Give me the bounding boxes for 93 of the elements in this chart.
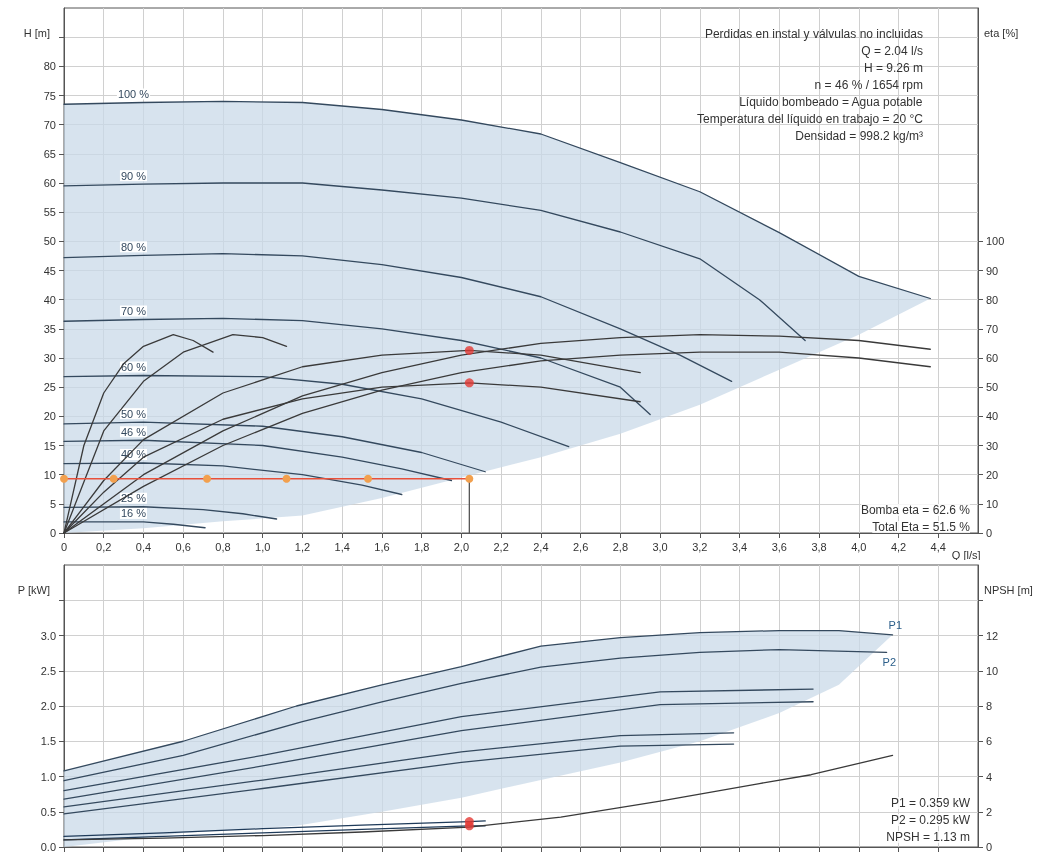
- annotation: Líquido bombeado = Agua potable: [739, 95, 923, 109]
- y-tick-label: 0: [49, 527, 56, 539]
- y2-axis-title: NPSH [m]: [984, 583, 1033, 596]
- annotation: P1 = 0.359 kW: [890, 796, 971, 810]
- y2-tick-label: 30: [986, 439, 999, 452]
- y-tick-label: 50: [43, 235, 56, 248]
- y-tick-label: 0.0: [40, 841, 56, 853]
- annotation: NPSH = 1.13 m: [886, 830, 970, 844]
- x-tick-label: 2,6: [572, 540, 589, 553]
- y-tick-label: 5: [49, 497, 56, 510]
- y2-tick-label: 2: [986, 805, 993, 818]
- y2-tick-label: 20: [986, 468, 999, 481]
- y2-tick-label: 6: [986, 735, 993, 748]
- y2-tick-label: 4: [986, 770, 993, 783]
- x-tick-label: 2,4: [533, 540, 549, 553]
- x-tick-label: 2,8: [612, 540, 628, 553]
- x-tick-label: 3,6: [771, 540, 787, 553]
- y-tick-label: 70: [43, 118, 56, 131]
- y2-tick-label: 0: [986, 527, 993, 539]
- y-tick-label: 40: [43, 293, 56, 306]
- x-tick-label: 4,0: [851, 540, 867, 553]
- y-tick-label: 1.5: [40, 735, 56, 748]
- y-tick-label: 60: [43, 177, 56, 189]
- y-tick-label: 35: [43, 322, 56, 335]
- annotation: Perdidas en instal y válvulas no incluidas: [704, 27, 923, 41]
- y-axis-title: H [m]: [23, 26, 50, 39]
- y-tick-label: 20: [43, 410, 56, 423]
- series-label: 100 %: [117, 88, 150, 100]
- series-label: P1: [888, 618, 903, 631]
- x-tick-label: 1,4: [334, 540, 350, 553]
- x-tick-label: 1,0: [255, 540, 271, 553]
- annotation: H = 9.26 m: [863, 61, 923, 75]
- x-tick-label: 3,2: [692, 540, 708, 553]
- y-tick-label: 0.5: [40, 805, 56, 818]
- series-label: 80 %: [120, 240, 147, 253]
- y2-tick-label: 8: [986, 700, 993, 712]
- y2-tick-label: 12: [986, 629, 999, 642]
- series-label: 46 %: [120, 425, 147, 438]
- y2-tick-label: 70: [986, 322, 999, 335]
- annotation: n = 46 % / 1654 rpm: [814, 78, 924, 92]
- y2-tick-label: 10: [986, 664, 999, 677]
- x-tick-label: 4,4: [930, 540, 946, 553]
- y-tick-label: 80: [43, 60, 56, 73]
- x-tick-label: 2,2: [493, 540, 509, 553]
- y-tick-label: 25: [43, 381, 56, 394]
- annotation: P2 = 0.295 kW: [890, 813, 971, 827]
- x-tick-label: 0,2: [96, 540, 112, 553]
- y2-tick-label: 50: [986, 381, 999, 394]
- series-label: 50 %: [120, 407, 147, 420]
- series-label: P2: [882, 656, 897, 669]
- x-tick-label: 2,0: [453, 540, 470, 553]
- annotation: Densidad = 998.2 kg/m³: [795, 129, 924, 143]
- y-tick-label: 2.5: [40, 664, 56, 677]
- x-tick-label: 3,0: [652, 540, 668, 553]
- y-tick-label: 45: [43, 264, 56, 277]
- x-tick-label: 1,6: [374, 540, 390, 553]
- x-tick-label: 0,4: [135, 540, 152, 553]
- y-tick-label: 3.0: [40, 629, 56, 642]
- y2-axis-title: eta [%]: [984, 26, 1019, 39]
- y2-tick-label: 100: [986, 235, 1005, 248]
- annotation: Temperatura del líquido en trabajo = 20 °C: [697, 112, 924, 126]
- annotation: Total Eta = 51.5 %: [872, 520, 971, 534]
- series-label: 70 %: [120, 304, 147, 317]
- x-tick-label: 3,4: [731, 540, 748, 553]
- y-tick-label: 65: [43, 147, 56, 160]
- y-tick-label: 15: [43, 439, 56, 452]
- series-label: 25 %: [120, 492, 147, 505]
- x-axis-title: Q [l/s]: [951, 548, 981, 561]
- y2-tick-label: 60: [986, 352, 999, 364]
- series-label: 16 %: [120, 507, 147, 520]
- annotation: Bomba eta = 62.6 %: [860, 503, 971, 517]
- y2-tick-label: 90: [986, 264, 999, 277]
- y-tick-label: 55: [43, 206, 56, 219]
- x-tick-label: 1,2: [294, 540, 311, 553]
- series-label: 90 %: [120, 169, 147, 182]
- y-tick-label: 75: [43, 89, 56, 102]
- y2-tick-label: 0: [986, 841, 993, 853]
- x-tick-label: 0: [60, 540, 68, 553]
- x-tick-label: 3,8: [811, 540, 827, 553]
- y-axis-title: P [kW]: [17, 583, 50, 596]
- x-tick-label: 4,2: [890, 540, 907, 553]
- y2-tick-label: 80: [986, 293, 999, 306]
- y2-tick-label: 40: [986, 410, 999, 423]
- y2-tick-label: 10: [986, 497, 999, 510]
- x-tick-label: 0,6: [175, 540, 191, 553]
- y-tick-label: 1.0: [40, 770, 56, 783]
- annotation: Q = 2.04 l/s: [861, 44, 923, 58]
- x-tick-label: 1,8: [414, 540, 430, 553]
- y-tick-label: 30: [43, 352, 56, 364]
- x-tick-label: 0,8: [215, 540, 231, 553]
- y-tick-label: 10: [43, 468, 56, 481]
- series-label: 60 %: [120, 360, 147, 373]
- y-tick-label: 2.0: [40, 700, 56, 712]
